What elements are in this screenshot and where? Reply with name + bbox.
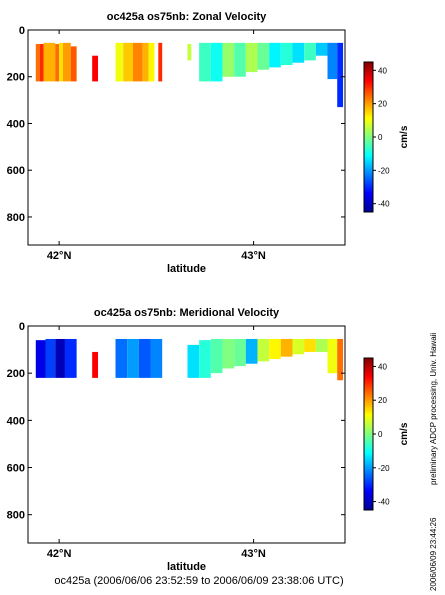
- colorbar-tick-label: 40: [378, 362, 387, 371]
- velocity-cell: [92, 55, 99, 82]
- velocity-cell: [59, 42, 64, 82]
- velocity-cell: [35, 44, 40, 82]
- velocity-cell: [269, 42, 281, 68]
- velocity-cell: [123, 42, 134, 82]
- velocity-cell: [315, 338, 328, 352]
- meridional-velocity-panel: oc425a os75nb: Meridional Velocity020040…: [7, 307, 410, 573]
- colorbar-tick-label: 20: [378, 396, 387, 405]
- x-tick-label: 42°N: [47, 250, 72, 262]
- velocity-cell: [327, 338, 338, 374]
- velocity-cell: [142, 42, 149, 82]
- colorbar-tick-label: -20: [378, 166, 390, 175]
- y-tick-label: 600: [7, 463, 25, 475]
- velocity-cell: [133, 42, 143, 82]
- colorbar-tick-label: 20: [378, 100, 387, 109]
- velocity-cell: [150, 338, 163, 378]
- velocity-cell: [70, 46, 77, 82]
- y-tick-label: 800: [7, 212, 25, 224]
- velocity-cell: [199, 340, 211, 378]
- velocity-cell: [337, 338, 344, 381]
- footer-caption: oc425a (2006/06/06 23:52:59 to 2006/06/0…: [54, 575, 343, 587]
- chart-title: oc425a os75nb: Meridional Velocity: [94, 307, 280, 319]
- velocity-cell: [337, 42, 344, 108]
- colorbar-label: cm/s: [399, 125, 410, 148]
- velocity-cell: [148, 42, 155, 82]
- velocity-cell: [280, 338, 293, 357]
- velocity-cell: [199, 42, 211, 82]
- side-note: preliminary ADCP processing, Univ. Hawai…: [429, 333, 438, 485]
- colorbar-label: cm/s: [399, 422, 410, 445]
- y-tick-label: 0: [19, 321, 25, 333]
- velocity-cell: [210, 42, 223, 82]
- y-tick-label: 200: [7, 72, 25, 84]
- x-tick-label: 42°N: [47, 548, 72, 560]
- velocity-cell: [257, 338, 270, 362]
- velocity-cell: [304, 338, 316, 352]
- velocity-cell: [187, 44, 192, 61]
- velocity-cell: [115, 338, 128, 378]
- velocity-cell: [138, 338, 151, 378]
- velocity-cell: [280, 42, 293, 66]
- colorbar-tick-label: 0: [378, 430, 383, 439]
- y-tick-label: 400: [7, 118, 25, 130]
- side-stamp: 2006/06/09 23:44:26: [429, 517, 438, 591]
- y-tick-label: 200: [7, 368, 25, 380]
- velocity-cell: [327, 42, 338, 80]
- velocity-cell: [210, 338, 223, 374]
- y-tick-label: 0: [19, 25, 25, 37]
- velocity-cell: [158, 42, 163, 82]
- velocity-cell: [245, 42, 258, 73]
- velocity-cell: [315, 42, 328, 56]
- x-tick-label: 43°N: [241, 548, 266, 560]
- colorbar-tick-label: -40: [378, 498, 390, 507]
- velocity-cell: [115, 42, 124, 82]
- velocity-cell: [55, 338, 65, 378]
- y-tick-label: 400: [7, 415, 25, 427]
- colorbar-tick-label: 40: [378, 66, 387, 75]
- colorbar-tick-label: -20: [378, 464, 390, 473]
- x-axis-label: latitude: [167, 561, 206, 573]
- velocity-cell: [269, 338, 281, 360]
- x-axis-label: latitude: [167, 263, 206, 275]
- colorbar: [363, 357, 374, 511]
- plot-frame: [27, 29, 346, 246]
- colorbar: [363, 61, 374, 213]
- velocity-cell: [222, 42, 235, 77]
- y-tick-label: 800: [7, 510, 25, 522]
- velocity-cell: [245, 338, 258, 364]
- velocity-cell: [45, 338, 56, 378]
- velocity-cell: [92, 351, 99, 378]
- velocity-cell: [39, 44, 44, 82]
- velocity-cell: [63, 42, 71, 82]
- zonal-velocity-panel: oc425a os75nb: Zonal Velocity02004006008…: [7, 11, 410, 275]
- velocity-field: [35, 42, 344, 108]
- velocity-cell: [187, 344, 200, 378]
- velocity-cell: [222, 338, 235, 369]
- x-tick-label: 43°N: [241, 250, 266, 262]
- velocity-cell: [127, 338, 139, 378]
- chart-title: oc425a os75nb: Zonal Velocity: [107, 11, 267, 23]
- plot-frame: [27, 325, 346, 544]
- colorbar-tick-label: -40: [378, 200, 390, 209]
- colorbar-tick-label: 0: [378, 133, 383, 142]
- velocity-cell: [234, 338, 246, 367]
- velocity-cell: [292, 42, 305, 63]
- velocity-cell: [257, 42, 270, 70]
- velocity-cell: [35, 340, 46, 378]
- velocity-cell: [43, 42, 56, 82]
- velocity-field: [35, 338, 344, 381]
- velocity-cell: [304, 42, 316, 61]
- velocity-cell: [64, 338, 77, 378]
- y-tick-label: 600: [7, 165, 25, 177]
- velocity-cell: [55, 44, 60, 82]
- velocity-cell: [292, 338, 305, 355]
- velocity-cell: [234, 42, 246, 77]
